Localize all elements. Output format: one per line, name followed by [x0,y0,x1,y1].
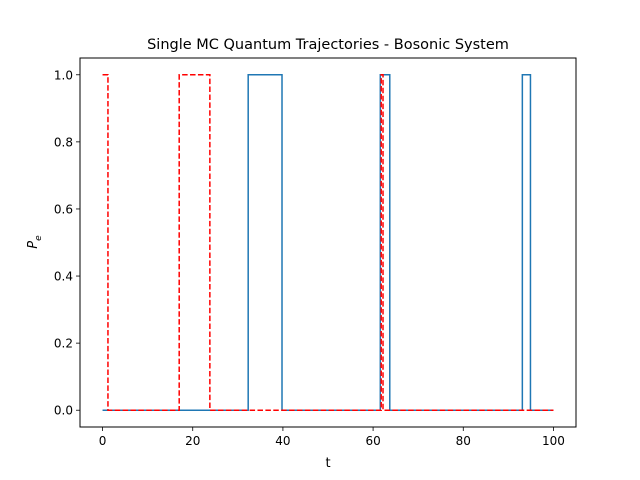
y-axis-label: Pe [26,235,44,249]
x-tick-label: 20 [185,434,200,448]
y-axis-label-subscript: e [34,235,44,241]
series-line-1 [102,74,554,411]
x-axis: 0 20 40 60 80 100 [99,427,565,448]
axes-frame [79,57,577,428]
svg-text:Pe: Pe [26,235,44,249]
y-axis: 0.0 0.2 0.4 0.6 0.8 1.0 [54,68,80,418]
y-tick-label: 0.2 [54,337,73,351]
x-axis-label: t [325,456,330,471]
y-axis-label-main: P [26,241,41,249]
y-tick-label: 1.0 [54,68,73,82]
x-tick-label: 0 [99,434,107,448]
x-tick-label: 80 [456,434,471,448]
x-tick-label: 60 [365,434,380,448]
chart-title: Single MC Quantum Trajectories - Bosonic… [147,37,509,53]
y-tick-label: 0.4 [54,270,73,284]
y-tick-label: 0.0 [54,404,73,418]
series-line-2 [102,74,554,411]
y-tick-label: 0.8 [54,135,73,149]
x-tick-label: 40 [275,434,290,448]
plot-lines [102,74,554,411]
x-tick-label: 100 [542,434,565,448]
y-tick-label: 0.6 [54,202,73,216]
